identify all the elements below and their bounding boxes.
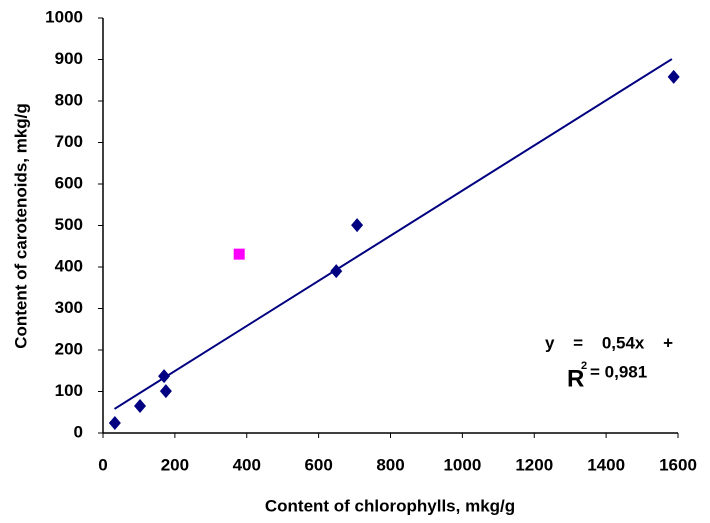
x-tick-label: 1200 [515,455,553,474]
x-tick-label: 600 [304,455,332,474]
x-axis-title: Content of chlorophylls, mkg/g [265,496,515,515]
trendline [113,58,673,410]
point [351,218,364,233]
point [330,264,343,279]
y-tick-label: 600 [55,173,83,192]
y-tick-label: 500 [55,215,83,234]
x-tick-label: 200 [161,455,189,474]
y-tick-label: 300 [55,298,83,317]
y-tick-label: 200 [55,339,83,358]
x-tick-label: 1600 [659,455,697,474]
y-tick-label: 1000 [45,7,83,26]
x-tick-label: 0 [98,455,107,474]
r2-text: = 0,981 [590,362,647,381]
r2-sup: 2 [581,360,587,372]
y-tick-label: 100 [55,381,83,400]
y-tick-label: 400 [55,256,83,275]
point [159,384,172,399]
r2-base: R [567,365,584,392]
point [158,369,171,384]
point [233,248,245,260]
point [108,416,121,431]
equation: y = 0,54x + [545,333,673,352]
point [667,69,680,84]
x-tick-label: 800 [376,455,404,474]
point [134,399,147,414]
x-tick-label: 400 [233,455,261,474]
x-tick-label: 1400 [587,455,625,474]
x-tick-label: 1000 [443,455,481,474]
y-tick-label: 800 [55,90,83,109]
y-axis-title: Content of carotenoids, mkg/g [11,103,30,349]
y-tick-label: 900 [55,49,83,68]
y-tick-label: 0 [74,422,83,441]
y-tick-label: 700 [55,132,83,151]
